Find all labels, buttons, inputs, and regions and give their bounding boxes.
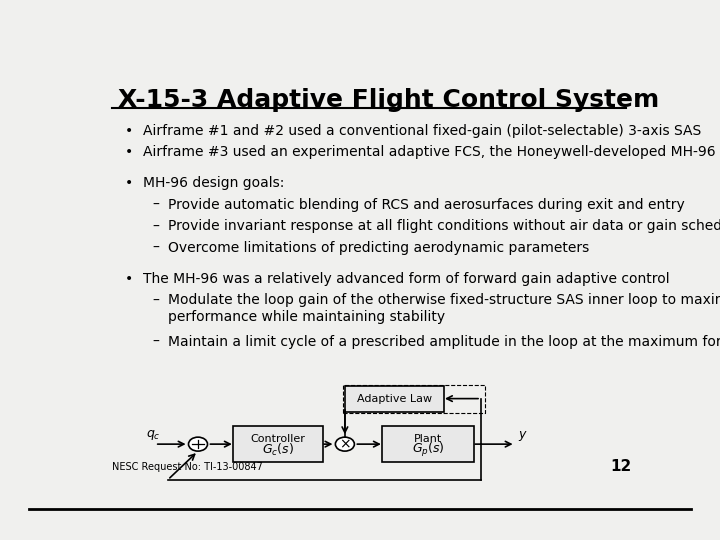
FancyBboxPatch shape bbox=[233, 426, 323, 462]
Text: Modulate the loop gain of the otherwise fixed-structure SAS inner loop to maximi: Modulate the loop gain of the otherwise … bbox=[168, 294, 720, 323]
Text: •: • bbox=[125, 124, 133, 138]
Text: •: • bbox=[125, 272, 133, 286]
Circle shape bbox=[336, 437, 354, 451]
Text: –: – bbox=[153, 294, 159, 307]
Circle shape bbox=[189, 437, 207, 451]
Text: –: – bbox=[153, 219, 159, 233]
Text: Provide automatic blending of RCS and aerosurfaces during exit and entry: Provide automatic blending of RCS and ae… bbox=[168, 198, 685, 212]
Text: Provide invariant response at all flight conditions without air data or gain sch: Provide invariant response at all flight… bbox=[168, 219, 720, 233]
Text: The MH-96 was a relatively advanced form of forward gain adaptive control: The MH-96 was a relatively advanced form… bbox=[143, 272, 670, 286]
Text: –: – bbox=[153, 198, 159, 212]
Bar bbox=[343, 384, 485, 413]
FancyBboxPatch shape bbox=[345, 386, 444, 411]
Text: Controller: Controller bbox=[251, 434, 305, 444]
Text: Overcome limitations of predicting aerodynamic parameters: Overcome limitations of predicting aerod… bbox=[168, 241, 590, 255]
Text: 12: 12 bbox=[610, 460, 631, 474]
Text: $G_p(s)$: $G_p(s)$ bbox=[412, 441, 444, 459]
Text: Airframe #1 and #2 used a conventional fixed-gain (pilot-selectable) 3-axis SAS: Airframe #1 and #2 used a conventional f… bbox=[143, 124, 701, 138]
Text: –: – bbox=[153, 241, 159, 255]
Text: Plant: Plant bbox=[414, 434, 442, 444]
Text: $\times$: $\times$ bbox=[339, 437, 351, 451]
Text: Adaptive Law: Adaptive Law bbox=[357, 394, 432, 403]
Text: –: – bbox=[153, 335, 159, 349]
Text: •: • bbox=[125, 145, 133, 159]
Text: $q_c$: $q_c$ bbox=[146, 428, 161, 442]
FancyBboxPatch shape bbox=[382, 426, 474, 462]
Text: NESC Request No: TI-13-00847: NESC Request No: TI-13-00847 bbox=[112, 462, 264, 472]
Text: $y$: $y$ bbox=[518, 429, 528, 443]
Text: $G_c(s)$: $G_c(s)$ bbox=[262, 442, 294, 458]
Text: •: • bbox=[125, 176, 133, 190]
Text: Airframe #3 used an experimental adaptive FCS, the Honeywell-developed MH-96: Airframe #3 used an experimental adaptiv… bbox=[143, 145, 716, 159]
Text: MH-96 design goals:: MH-96 design goals: bbox=[143, 176, 284, 190]
Text: X-15-3 Adaptive Flight Control System: X-15-3 Adaptive Flight Control System bbox=[118, 87, 659, 112]
Text: Maintain a limit cycle of a prescribed amplitude in the loop at the maximum forw: Maintain a limit cycle of a prescribed a… bbox=[168, 335, 720, 349]
